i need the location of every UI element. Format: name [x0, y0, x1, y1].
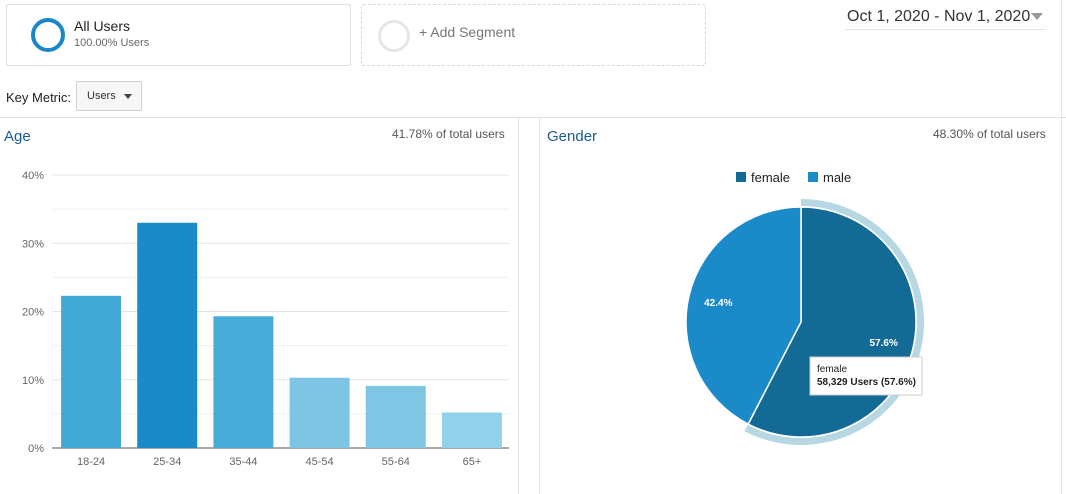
pie-slice-male[interactable] — [685, 206, 802, 426]
age-bar-18-24[interactable] — [61, 295, 122, 448]
add-segment-button[interactable]: + Add Segment — [361, 4, 706, 66]
add-segment-label: + Add Segment — [419, 24, 516, 40]
segment-share: 100.00% Users — [74, 37, 150, 49]
x-tick-label: 45-54 — [306, 456, 334, 468]
x-tick-label: 55-64 — [382, 456, 410, 468]
legend-label-female[interactable]: female — [751, 170, 790, 185]
add-segment-ring-icon — [378, 20, 410, 52]
segment-name: All Users — [74, 18, 131, 34]
pie-label-female: 57.6% — [870, 338, 898, 349]
x-tick-label: 65+ — [463, 456, 482, 468]
panel-border — [539, 117, 540, 494]
page-border — [1061, 0, 1062, 494]
y-tick-label: 40% — [22, 170, 44, 182]
age-bar-55-64[interactable] — [365, 385, 426, 448]
segment-ring-icon — [31, 18, 65, 52]
gender-panel-title: Gender — [547, 128, 598, 145]
age-bar-35-44[interactable] — [213, 316, 274, 448]
x-tick-label: 25-34 — [153, 456, 181, 468]
legend-label-male[interactable]: male — [823, 170, 851, 185]
chevron-down-icon — [1031, 13, 1043, 20]
pie-tooltip: female 58,329 Users (57.6%) — [809, 356, 923, 396]
x-tick-label: 35-44 — [229, 456, 257, 468]
y-tick-label: 30% — [22, 238, 44, 250]
age-bar-65+[interactable] — [441, 412, 502, 448]
key-metric-label: Key Metric: — [6, 90, 72, 105]
age-bar-45-54[interactable] — [289, 377, 350, 448]
caret-down-icon — [124, 94, 132, 99]
legend-swatch-female — [736, 172, 746, 182]
gender-pie-chart: female male 57.6% 42.4% female 58,329 User… — [685, 170, 924, 445]
key-metric-dropdown[interactable]: Users — [76, 81, 142, 111]
date-range-text: Oct 1, 2020 - Nov 1, 2020 — [847, 8, 1031, 25]
tooltip-title: female — [817, 364, 847, 375]
date-range-picker[interactable]: Oct 1, 2020 - Nov 1, 2020 — [845, 8, 1046, 30]
x-tick-label: 18-24 — [77, 456, 105, 468]
tooltip-box — [809, 356, 923, 396]
segment-all-users[interactable]: All Users 100.00% Users — [6, 4, 351, 66]
gender-panel-share: 48.30% of total users — [933, 127, 1046, 141]
tooltip-value: 58,329 Users (57.6%) — [817, 377, 916, 388]
y-tick-label: 10% — [22, 375, 44, 387]
age-panel-title: Age — [4, 128, 31, 145]
y-tick-label: 0% — [28, 443, 44, 455]
key-metric-value: Users — [87, 90, 116, 102]
panel-divider — [518, 117, 519, 494]
pie-label-male: 42.4% — [704, 298, 732, 309]
age-bar-25-34[interactable] — [137, 222, 198, 448]
age-bar-chart: 0% 10% 20% 30% 40% 18-24 25-34 35-44 45-54 55-64 6… — [22, 170, 509, 468]
age-panel-share: 41.78% of total users — [392, 127, 505, 141]
y-tick-label: 20% — [22, 307, 44, 319]
section-divider — [0, 117, 1066, 118]
legend-swatch-male — [808, 172, 818, 182]
